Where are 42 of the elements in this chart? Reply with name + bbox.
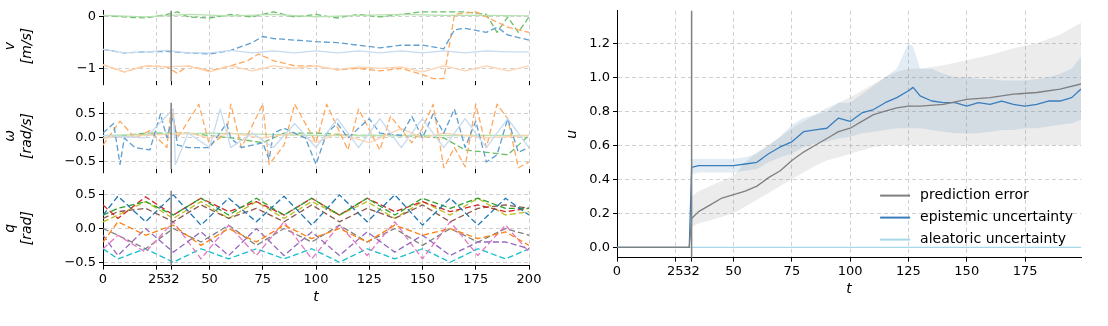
y-axis-title: q [rad]	[1, 211, 34, 246]
x-tick-label: 32	[683, 262, 700, 278]
y-tick-label: 1.2	[589, 34, 610, 50]
y-tick-label: 0.5	[75, 105, 96, 121]
x-tick-label: 175	[1012, 262, 1038, 278]
y-tick-label: −1	[76, 59, 96, 75]
y-tick-label: 1.0	[589, 68, 610, 84]
x-tick-label: 200	[516, 270, 542, 286]
legend-label: epistemic uncertainty	[920, 208, 1074, 225]
x-tick-label: 75	[783, 262, 801, 278]
x-tick-label: 100	[303, 270, 329, 286]
x-tick-label: 25	[147, 270, 165, 286]
x-tick-label: 100	[837, 262, 863, 278]
y-axis-title: v [m/s]	[1, 27, 34, 65]
y-tick-label: 0	[87, 8, 96, 24]
x-axis-title: t	[313, 288, 320, 305]
y-axis-title: u	[563, 129, 580, 139]
y-tick-label: 0.0	[589, 238, 610, 254]
y-tick-label: 0.6	[589, 136, 610, 152]
y-tick-label: 0.0	[75, 129, 96, 145]
y-tick-label: 0.5	[75, 186, 96, 202]
y-tick-label: 0.0	[75, 219, 96, 235]
y-tick-label: −0.5	[64, 153, 96, 169]
y-axis-title: ω [rad/s]	[1, 112, 34, 160]
x-tick-label: 0	[612, 262, 622, 278]
x-tick-label: 50	[201, 270, 218, 286]
x-tick-label: 0	[98, 270, 108, 286]
y-tick-label: 0.4	[589, 170, 610, 186]
legend-label: prediction error	[920, 186, 1029, 203]
y-tick-label: −0.5	[64, 253, 96, 269]
x-tick-label: 75	[254, 270, 272, 286]
x-tick-label: 25	[667, 262, 684, 278]
x-tick-label: 175	[463, 270, 489, 286]
x-tick-label: 150	[954, 262, 980, 278]
x-axis-title: t	[846, 280, 853, 297]
y-tick-label: 0.8	[589, 102, 610, 118]
legend-label: aleatoric uncertainty	[920, 230, 1067, 247]
x-tick-label: 150	[410, 270, 435, 286]
x-tick-label: 125	[356, 270, 382, 286]
x-tick-label: 125	[896, 262, 921, 278]
x-tick-label: 50	[725, 262, 742, 278]
y-tick-label: 0.2	[589, 204, 610, 220]
